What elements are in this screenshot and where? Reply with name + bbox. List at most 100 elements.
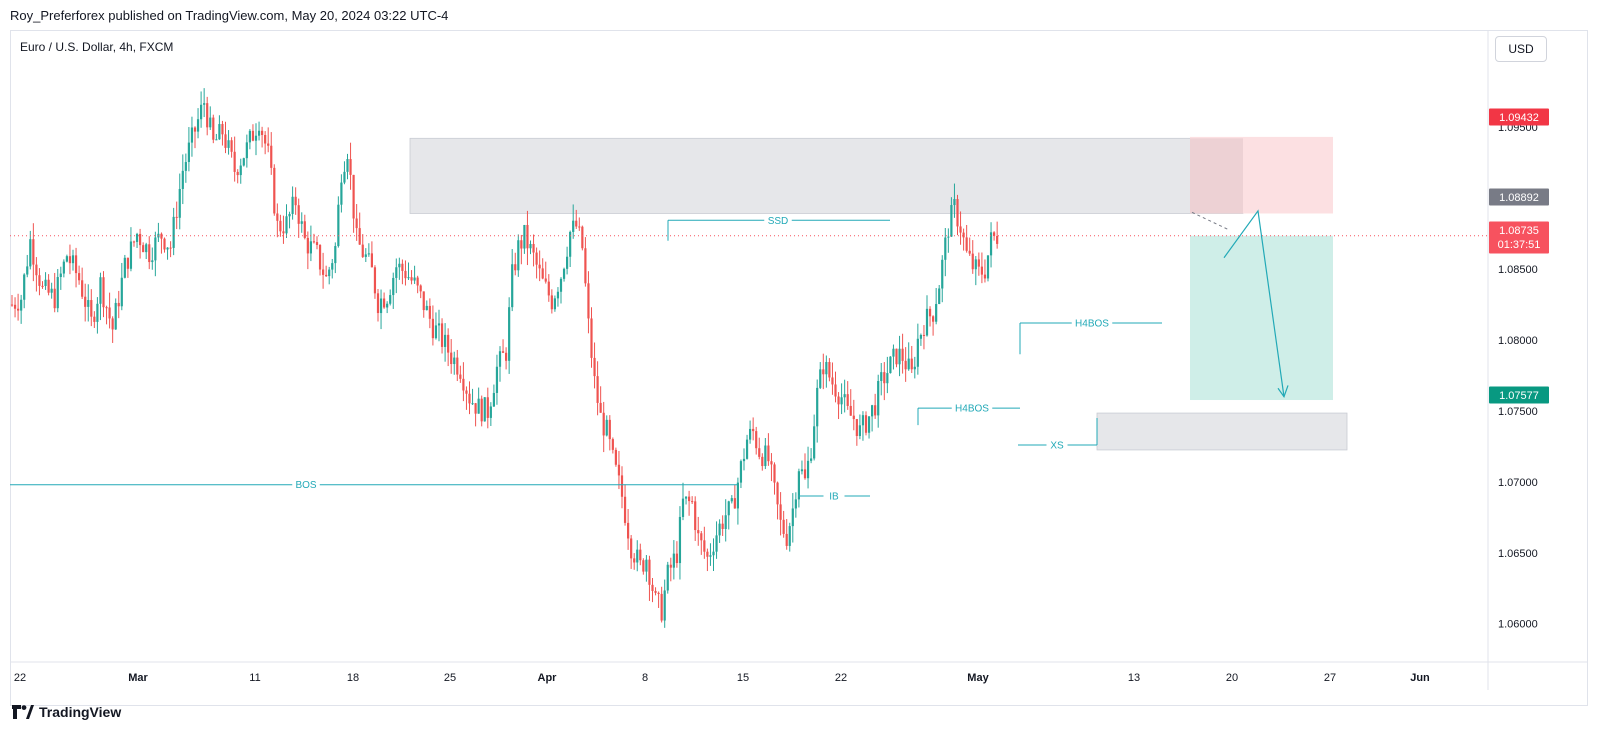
candle-body — [346, 159, 349, 172]
candle-body — [657, 592, 660, 594]
candle-body — [788, 526, 791, 546]
candle-body — [99, 277, 102, 304]
candle-body — [248, 130, 251, 143]
candle-body — [989, 232, 993, 256]
candle-body — [163, 238, 166, 250]
candle-body — [736, 482, 739, 509]
candle-body — [114, 302, 117, 330]
candle-body — [971, 253, 974, 270]
y-tick-label: 1.06000 — [1498, 619, 1538, 631]
candle-body — [172, 216, 175, 248]
candle-body — [938, 288, 941, 305]
candle-body — [410, 277, 413, 281]
candle-body — [529, 244, 532, 249]
projection-path[interactable] — [1223, 209, 1285, 397]
candle-body — [245, 142, 248, 159]
candle-body — [727, 501, 730, 516]
candle-body — [434, 325, 438, 339]
candle-body — [337, 204, 340, 247]
candle-body — [203, 103, 206, 105]
candle-body — [459, 374, 462, 379]
candle-body — [132, 241, 136, 243]
candle-body — [279, 220, 282, 232]
candle-body — [383, 298, 386, 308]
candle-body — [837, 396, 840, 405]
level-label-xs: XS — [1050, 440, 1064, 451]
candle-body — [871, 405, 874, 417]
candle-body — [285, 216, 288, 234]
tradingview-logo[interactable]: TradingView — [12, 704, 121, 720]
projection-arrowhead — [1277, 385, 1289, 399]
candle-body — [633, 558, 636, 563]
candle-body — [944, 237, 947, 260]
candle-body — [688, 496, 691, 502]
candle-body — [761, 456, 764, 467]
candle-body — [291, 196, 294, 214]
candle-body — [849, 405, 852, 416]
candle-body — [312, 241, 316, 243]
candle-body — [120, 277, 123, 307]
candle-body — [379, 298, 383, 314]
candle-body — [535, 252, 538, 265]
candle-body — [514, 264, 517, 271]
candle-body — [965, 237, 968, 251]
candle-body — [846, 394, 849, 406]
candle-body — [544, 278, 547, 282]
target-zone[interactable] — [1190, 235, 1333, 401]
candle-body — [431, 318, 434, 339]
price-label-tag — [1489, 386, 1549, 404]
candle-body — [986, 255, 990, 279]
currency-button[interactable]: USD — [1495, 36, 1547, 62]
candle-body — [767, 445, 770, 462]
candle-body — [511, 264, 514, 308]
candle-body — [779, 504, 782, 520]
candle-body — [425, 305, 428, 311]
candle-body — [794, 499, 797, 509]
candle-body — [541, 268, 544, 279]
candle-body — [532, 244, 535, 253]
candle-body — [17, 308, 20, 311]
candle-body — [349, 159, 352, 175]
candle-body — [236, 171, 239, 176]
candle-body — [190, 127, 194, 143]
x-tick-label: 20 — [1226, 672, 1238, 684]
candle-body — [559, 278, 563, 292]
candle-body — [419, 285, 422, 292]
candle-body — [62, 261, 65, 274]
candle-body — [755, 431, 758, 449]
supply-zone[interactable] — [409, 137, 1244, 214]
x-tick-label: Apr — [538, 672, 558, 684]
candle-body — [50, 288, 53, 293]
candle-body — [105, 307, 108, 309]
candle-body — [169, 247, 172, 249]
candle-body — [785, 533, 788, 546]
candle-body — [444, 334, 447, 347]
candle-body — [797, 471, 800, 500]
demand-zone[interactable] — [1096, 412, 1348, 451]
symbol-title: Euro / U.S. Dollar, 4h, FXCM — [20, 40, 174, 54]
candle-body — [947, 236, 950, 238]
candle-body — [495, 366, 499, 393]
candle-body — [953, 199, 956, 206]
candle-body — [932, 316, 935, 322]
candle-body — [407, 277, 410, 279]
candle-body — [288, 213, 291, 217]
candle-body — [422, 291, 425, 311]
candle-body — [642, 560, 645, 572]
candle-body — [148, 244, 151, 263]
candle-body — [492, 392, 495, 407]
candle-body — [505, 352, 508, 361]
candle-body — [697, 530, 700, 534]
candle-body — [706, 551, 709, 557]
candle-body — [477, 398, 480, 414]
level-label-bg — [823, 490, 845, 503]
candle-body — [611, 439, 614, 450]
candle-body — [117, 302, 120, 307]
candle-body — [29, 239, 32, 267]
candle-body — [297, 205, 300, 224]
candle-body — [520, 240, 523, 249]
candles — [10, 88, 999, 628]
x-tick-label: Mar — [128, 672, 148, 684]
candle-body — [916, 338, 919, 367]
